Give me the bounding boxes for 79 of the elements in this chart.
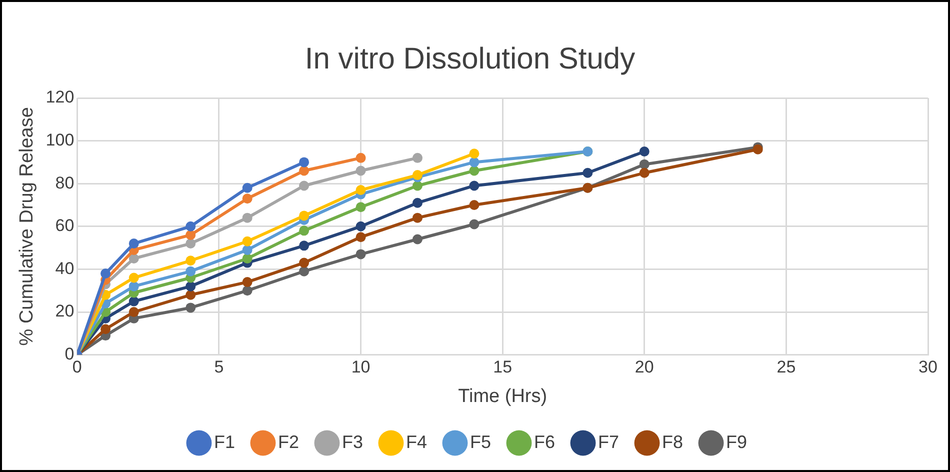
point xyxy=(242,236,252,246)
point xyxy=(356,249,366,260)
x-tick-label: 5 xyxy=(214,358,224,377)
point xyxy=(412,180,422,191)
point xyxy=(242,277,252,288)
y-tick-label: 120 xyxy=(46,88,74,107)
legend-label: F5 xyxy=(470,432,492,452)
point xyxy=(186,256,196,266)
chart-title: In vitro Dissolution Study xyxy=(304,42,636,76)
legend-label: F8 xyxy=(662,432,684,452)
legend-label: F7 xyxy=(598,432,620,452)
point xyxy=(299,210,310,221)
point xyxy=(299,266,310,276)
point xyxy=(582,168,593,178)
y-tick-label: 100 xyxy=(46,130,74,150)
point xyxy=(186,302,196,313)
point xyxy=(128,254,139,264)
x-tick-label: 20 xyxy=(634,358,654,377)
point xyxy=(639,159,650,170)
point xyxy=(242,194,252,204)
point xyxy=(412,198,422,208)
legend-label: F4 xyxy=(406,432,428,452)
point xyxy=(299,180,310,191)
point xyxy=(186,266,196,276)
point xyxy=(128,272,139,283)
x-tick-label: 25 xyxy=(776,358,796,377)
point xyxy=(186,281,196,292)
point xyxy=(128,307,139,317)
y-tick-label: 20 xyxy=(55,302,74,321)
point xyxy=(299,157,310,168)
point xyxy=(356,232,366,242)
y-tick-label: 40 xyxy=(55,258,74,278)
y-tick-label: 80 xyxy=(55,173,74,192)
point xyxy=(242,182,252,193)
y-tick-label: 0 xyxy=(64,344,74,364)
point xyxy=(186,230,196,240)
point xyxy=(242,286,252,296)
point xyxy=(412,212,422,223)
point xyxy=(299,166,310,176)
x-axis-title: Time (Hrs) xyxy=(458,386,548,407)
point xyxy=(412,234,422,244)
point xyxy=(356,221,366,232)
legend-label: F9 xyxy=(726,432,748,452)
point xyxy=(299,258,310,268)
x-tick-label: 15 xyxy=(493,358,512,377)
x-tick-label: 10 xyxy=(351,358,370,377)
point xyxy=(356,152,366,163)
legend-label: F2 xyxy=(278,432,299,452)
point xyxy=(469,180,480,191)
point xyxy=(469,219,480,230)
point xyxy=(639,168,650,178)
legend-label: F1 xyxy=(214,432,235,452)
point xyxy=(186,221,196,232)
point xyxy=(242,244,252,255)
point xyxy=(242,254,252,264)
point xyxy=(128,238,139,249)
point xyxy=(469,200,480,210)
legend-label: F6 xyxy=(534,432,556,452)
point xyxy=(356,202,366,212)
point xyxy=(412,152,422,163)
point xyxy=(128,296,139,306)
point xyxy=(639,146,650,156)
point xyxy=(356,185,366,196)
legend-label: F3 xyxy=(342,432,363,452)
point xyxy=(356,166,366,176)
point xyxy=(242,212,252,223)
point xyxy=(299,240,310,251)
point xyxy=(299,226,310,236)
y-tick-label: 60 xyxy=(55,216,74,236)
point xyxy=(469,148,480,159)
point xyxy=(128,281,139,292)
point xyxy=(100,268,111,278)
x-tick-label: 30 xyxy=(918,358,938,377)
point xyxy=(469,157,480,168)
point xyxy=(469,166,480,176)
point xyxy=(100,324,111,334)
y-axis-title: % Cumulative Drug Release xyxy=(16,107,38,346)
point xyxy=(186,290,196,300)
point xyxy=(186,238,196,249)
